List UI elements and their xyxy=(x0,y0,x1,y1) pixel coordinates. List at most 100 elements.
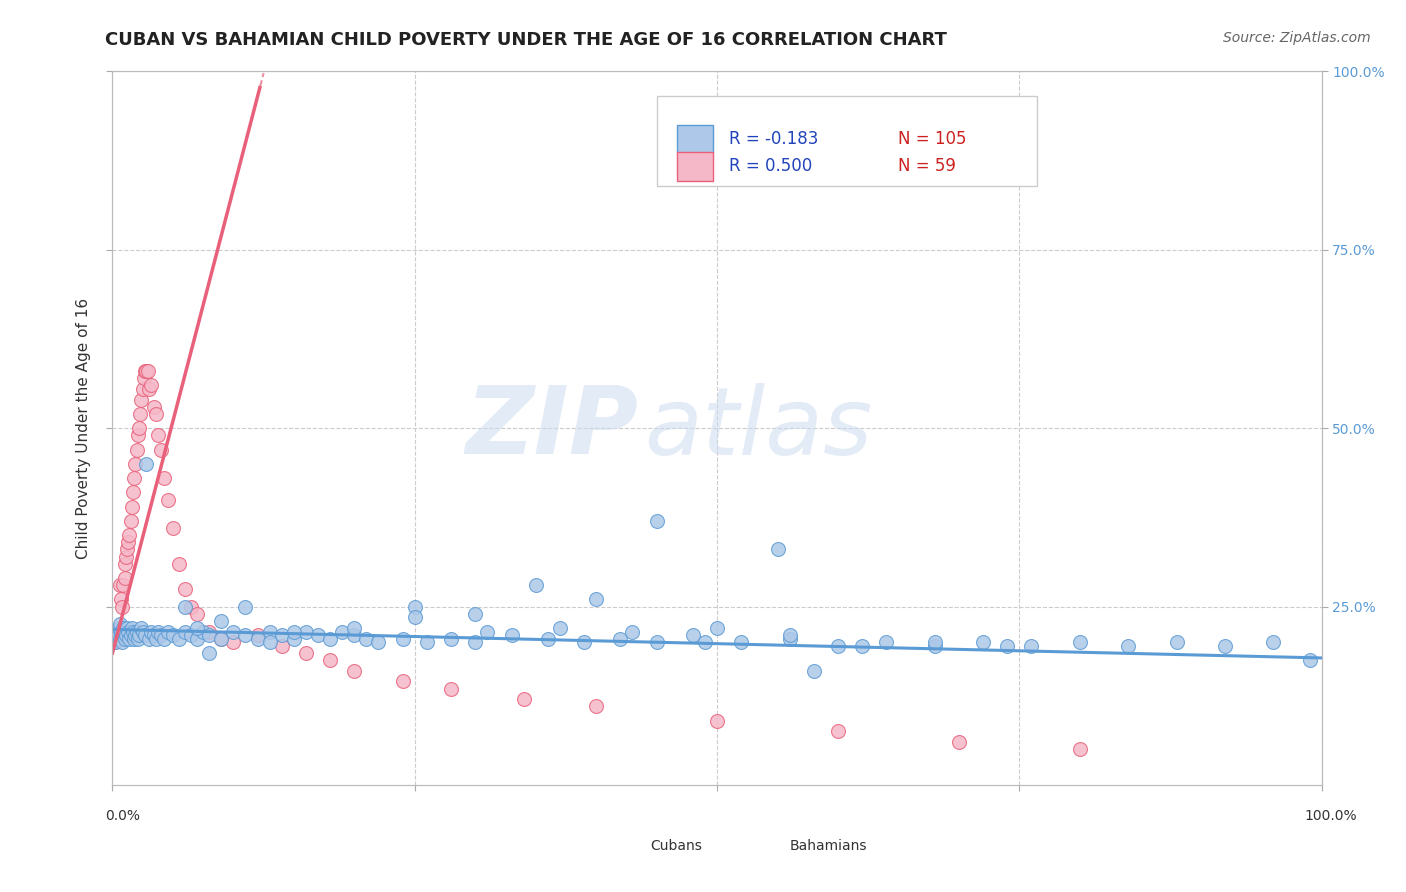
Point xyxy=(995,639,1018,653)
Point xyxy=(391,632,413,646)
Point xyxy=(779,628,801,642)
Point xyxy=(924,635,946,649)
Point xyxy=(186,621,208,635)
Point xyxy=(766,542,789,557)
Point xyxy=(779,632,801,646)
Point xyxy=(585,592,607,607)
Text: Bahamians: Bahamians xyxy=(790,838,868,853)
Point xyxy=(122,485,145,500)
Point xyxy=(343,664,366,678)
Point xyxy=(827,639,849,653)
Point xyxy=(121,500,143,514)
Point xyxy=(319,632,342,646)
FancyBboxPatch shape xyxy=(614,836,641,855)
Point xyxy=(209,632,232,646)
Point xyxy=(259,624,281,639)
Point xyxy=(180,628,202,642)
Point xyxy=(343,628,366,642)
Point xyxy=(120,628,142,642)
Point xyxy=(174,599,197,614)
Point xyxy=(141,378,163,392)
Point xyxy=(107,624,129,639)
Point xyxy=(132,371,155,385)
Text: N = 105: N = 105 xyxy=(898,130,967,148)
Point xyxy=(330,624,353,639)
Point xyxy=(972,635,994,649)
Point xyxy=(121,621,143,635)
Point xyxy=(157,492,180,507)
Point xyxy=(464,635,486,649)
Point xyxy=(114,557,136,571)
Point xyxy=(162,628,184,642)
Point xyxy=(875,635,897,649)
Point xyxy=(115,542,138,557)
Point xyxy=(295,646,318,660)
Point xyxy=(209,614,232,628)
Point xyxy=(127,428,149,442)
Point xyxy=(174,582,197,596)
Point xyxy=(115,621,138,635)
Point xyxy=(186,607,208,621)
Point xyxy=(246,632,269,646)
Point xyxy=(548,621,571,635)
Point xyxy=(501,628,523,642)
Point xyxy=(107,621,129,635)
Point xyxy=(356,632,378,646)
Point xyxy=(122,471,145,485)
Point xyxy=(209,632,232,646)
Point xyxy=(167,632,190,646)
Point xyxy=(141,624,163,639)
Point xyxy=(222,624,245,639)
Point xyxy=(235,599,257,614)
Point xyxy=(114,624,136,639)
Point xyxy=(512,692,534,706)
FancyBboxPatch shape xyxy=(678,125,713,153)
Point xyxy=(138,382,160,396)
Point xyxy=(149,628,172,642)
Point xyxy=(111,628,134,642)
Point xyxy=(108,617,131,632)
Point xyxy=(180,599,202,614)
Point xyxy=(157,624,180,639)
Point xyxy=(117,624,139,639)
Point xyxy=(404,610,426,624)
Point xyxy=(1069,635,1091,649)
Point xyxy=(693,635,716,649)
Point xyxy=(198,624,221,639)
Point xyxy=(117,535,139,549)
Point xyxy=(127,632,149,646)
Point xyxy=(122,624,145,639)
FancyBboxPatch shape xyxy=(678,152,713,180)
Point xyxy=(105,624,128,639)
Point xyxy=(440,681,463,696)
Point xyxy=(585,699,607,714)
Point xyxy=(167,557,190,571)
Point xyxy=(319,653,342,667)
Point xyxy=(129,407,152,421)
Point xyxy=(124,628,146,642)
Point xyxy=(122,632,145,646)
Point xyxy=(118,632,141,646)
Point xyxy=(948,735,970,749)
Point xyxy=(112,621,135,635)
Point xyxy=(198,646,221,660)
Point xyxy=(235,628,257,642)
Point xyxy=(135,457,157,471)
Point xyxy=(110,592,132,607)
Point xyxy=(148,624,170,639)
Point xyxy=(1116,639,1139,653)
Point xyxy=(118,528,141,542)
Point xyxy=(108,621,131,635)
Point xyxy=(270,628,292,642)
Point xyxy=(111,635,134,649)
Point xyxy=(1213,639,1236,653)
Point xyxy=(682,628,704,642)
Point xyxy=(131,392,153,407)
Point xyxy=(132,382,155,396)
Text: 100.0%: 100.0% xyxy=(1305,809,1357,823)
Point xyxy=(132,624,155,639)
Point xyxy=(537,632,560,646)
Point xyxy=(645,514,668,528)
Point xyxy=(149,442,172,457)
Point xyxy=(191,624,214,639)
